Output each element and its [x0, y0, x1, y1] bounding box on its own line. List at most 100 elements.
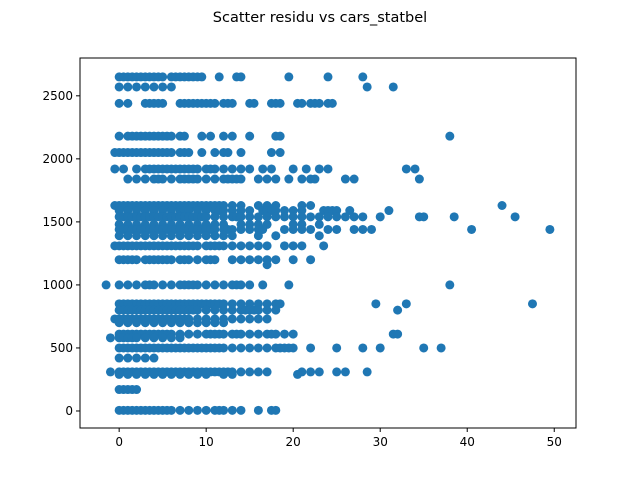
data-point — [245, 206, 255, 216]
data-point — [253, 241, 263, 251]
data-point — [132, 353, 142, 363]
data-point — [114, 206, 124, 216]
data-point — [279, 212, 289, 222]
data-point — [132, 280, 142, 290]
data-point — [110, 164, 120, 174]
data-point — [158, 174, 168, 184]
data-point — [245, 280, 255, 290]
data-point — [158, 231, 168, 241]
data-point — [245, 212, 255, 222]
y-axis: 0 500 1000 1500 2000 2500 — [42, 89, 80, 418]
y-tick-label: 2500 — [42, 89, 73, 103]
data-point — [114, 82, 124, 92]
data-point — [306, 367, 316, 377]
data-point — [192, 369, 202, 379]
data-point — [219, 299, 229, 309]
data-point — [192, 231, 202, 241]
data-point — [245, 224, 255, 234]
data-point — [192, 280, 202, 290]
data-point — [192, 318, 202, 328]
data-point — [332, 224, 342, 234]
data-point — [236, 367, 246, 377]
data-point — [245, 314, 255, 324]
data-point — [184, 255, 194, 265]
data-point — [210, 174, 220, 184]
data-point — [349, 212, 359, 222]
data-point — [327, 98, 337, 108]
data-point — [301, 164, 311, 174]
data-point — [149, 353, 159, 363]
data-point — [358, 212, 368, 222]
data-point — [279, 224, 289, 234]
data-point — [132, 174, 142, 184]
data-point — [219, 305, 229, 315]
data-point — [384, 206, 394, 216]
data-point — [166, 131, 176, 141]
data-point — [166, 174, 176, 184]
data-point — [201, 318, 211, 328]
data-point — [132, 231, 142, 241]
data-point — [132, 255, 142, 265]
data-point — [293, 369, 303, 379]
data-point — [306, 201, 316, 210]
data-point — [467, 224, 477, 234]
data-point — [288, 212, 298, 222]
data-point — [271, 174, 281, 184]
data-point — [227, 131, 237, 141]
data-point — [497, 201, 507, 210]
data-point — [158, 98, 168, 108]
data-point — [132, 82, 142, 92]
data-point — [245, 131, 255, 141]
data-point — [271, 255, 281, 265]
data-point — [192, 405, 202, 415]
data-point — [279, 206, 289, 216]
data-point — [245, 299, 255, 309]
data-point — [166, 280, 176, 290]
data-point — [227, 206, 237, 216]
data-point — [306, 224, 316, 234]
data-point — [197, 131, 207, 141]
data-point — [410, 164, 420, 174]
data-point — [314, 219, 324, 229]
data-point — [445, 131, 455, 141]
x-axis: 0 10 20 30 40 50 — [115, 428, 562, 449]
data-point — [210, 224, 220, 234]
data-point — [297, 98, 307, 108]
data-point — [123, 206, 133, 216]
data-point — [306, 212, 316, 222]
data-point — [245, 241, 255, 251]
data-point — [140, 206, 150, 216]
data-point — [175, 369, 185, 379]
data-point — [123, 280, 133, 290]
data-point — [236, 405, 246, 415]
data-point — [210, 212, 220, 222]
data-point — [332, 212, 342, 222]
data-point — [367, 224, 377, 234]
data-point — [227, 369, 237, 379]
data-point — [245, 343, 255, 353]
data-point — [149, 82, 159, 92]
data-point — [236, 212, 246, 222]
data-point — [123, 82, 133, 92]
data-point — [314, 164, 324, 174]
data-point — [393, 329, 403, 339]
x-tick-label: 20 — [286, 435, 301, 449]
data-point — [258, 224, 268, 234]
data-point — [375, 343, 385, 353]
data-point — [227, 299, 237, 309]
data-point — [140, 231, 150, 241]
data-point — [210, 255, 220, 265]
data-point — [288, 329, 298, 339]
data-point — [288, 206, 298, 216]
data-point — [275, 299, 285, 309]
data-point — [166, 206, 176, 216]
data-point — [201, 174, 211, 184]
data-point — [201, 212, 211, 222]
data-point — [219, 206, 229, 216]
data-point — [149, 231, 159, 241]
data-point — [166, 148, 176, 158]
data-point — [297, 212, 307, 222]
data-point — [132, 385, 142, 395]
data-point — [166, 369, 176, 379]
data-point — [105, 333, 115, 343]
